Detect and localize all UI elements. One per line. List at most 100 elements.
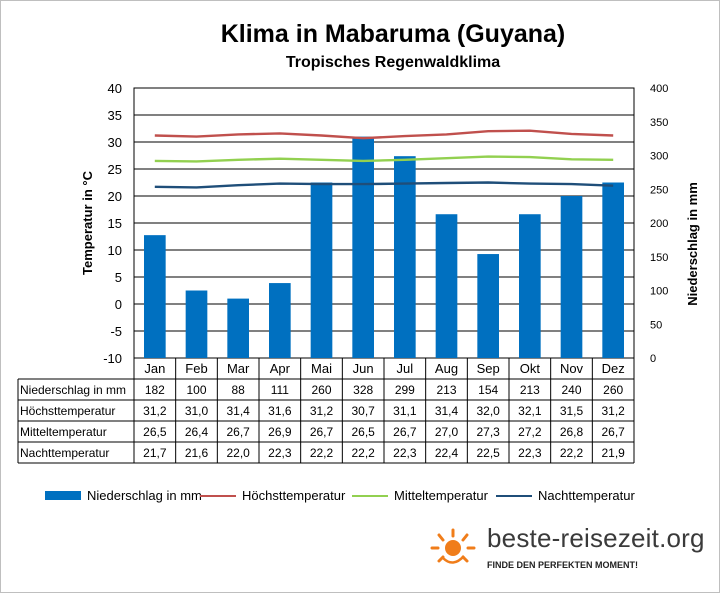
x-tick-label: Mar bbox=[227, 361, 250, 376]
x-tick-label: Dez bbox=[602, 361, 625, 376]
y2-tick-label: 400 bbox=[650, 83, 668, 95]
table-cell: 27,2 bbox=[518, 425, 542, 439]
legend-item-precip: Niederschlag in mm bbox=[45, 488, 202, 503]
logo-text[interactable]: beste-reisezeit.org bbox=[487, 523, 705, 553]
table-cell: 260 bbox=[603, 383, 623, 397]
y-tick-label: 25 bbox=[108, 162, 122, 177]
mean-temp-line bbox=[154, 155, 614, 163]
y-tick-label: 30 bbox=[108, 135, 122, 150]
table-cell: 32,0 bbox=[476, 404, 500, 418]
y2-tick-label: 300 bbox=[650, 151, 668, 163]
table-cell: 31,2 bbox=[310, 404, 334, 418]
table-cell: 154 bbox=[478, 383, 498, 397]
x-tick-label: Sep bbox=[477, 361, 500, 376]
table-cell: 22,2 bbox=[560, 446, 584, 460]
bar-jul bbox=[394, 156, 416, 358]
table-cell: 26,8 bbox=[560, 425, 584, 439]
chart-subtitle: Tropisches Regenwaldklima bbox=[285, 54, 501, 71]
x-tick-label: Jul bbox=[397, 361, 414, 376]
table-cell: 213 bbox=[436, 383, 456, 397]
bar-sep bbox=[477, 254, 499, 358]
y-tick-label: 15 bbox=[108, 216, 122, 231]
table-cell: 31,5 bbox=[560, 404, 584, 418]
y2-tick-label: 50 bbox=[650, 319, 662, 331]
table-cell: 21,6 bbox=[185, 446, 209, 460]
table-cell: 26,5 bbox=[143, 425, 167, 439]
table-cell: 260 bbox=[311, 383, 331, 397]
x-tick-label: Okt bbox=[520, 361, 541, 376]
table-cell: 22,2 bbox=[310, 446, 334, 460]
table-cell: 31,2 bbox=[143, 404, 167, 418]
legend-item-mean: Mitteltemperatur bbox=[352, 488, 488, 503]
table-cell: 30,7 bbox=[351, 404, 375, 418]
bar-apr bbox=[269, 283, 291, 358]
table-cell: 26,7 bbox=[226, 425, 250, 439]
logo-tagline: FINDE DEN PERFEKTEN MOMENT! bbox=[487, 560, 639, 570]
y2-tick-label: 100 bbox=[650, 286, 668, 298]
legend-label-mean: Mitteltemperatur bbox=[394, 488, 488, 503]
table-cell: 31,4 bbox=[435, 404, 459, 418]
x-tick-label: Mai bbox=[311, 361, 332, 376]
table-cell: 21,7 bbox=[143, 446, 167, 460]
table-cell: 26,9 bbox=[268, 425, 292, 439]
table-row-header: Nachttemperatur bbox=[20, 446, 109, 460]
table-cell: 26,7 bbox=[310, 425, 334, 439]
table-cell: 22,3 bbox=[268, 446, 292, 460]
bar-jun bbox=[352, 136, 374, 358]
y-tick-label: 5 bbox=[115, 270, 122, 285]
table-cell: 111 bbox=[271, 383, 290, 397]
table-cell: 26,7 bbox=[393, 425, 417, 439]
y2-tick-label: 350 bbox=[650, 117, 668, 129]
legend-swatch-mean bbox=[352, 494, 388, 497]
table-cell: 22,0 bbox=[226, 446, 250, 460]
legend-swatch-low bbox=[496, 494, 532, 497]
table-cell: 88 bbox=[231, 383, 245, 397]
legend-item-high: Höchsttemperatur bbox=[200, 488, 345, 503]
table-cell: 31,4 bbox=[226, 404, 250, 418]
y-tick-label: -10 bbox=[103, 351, 122, 366]
table-cell: 22,3 bbox=[518, 446, 542, 460]
table-cell: 26,5 bbox=[351, 425, 375, 439]
x-tick-label: Apr bbox=[270, 361, 291, 376]
high-temp-line bbox=[154, 129, 614, 140]
table-cell: 31,6 bbox=[268, 404, 292, 418]
x-tick-label: Nov bbox=[560, 361, 584, 376]
table-cell: 22,4 bbox=[435, 446, 459, 460]
y-axis-title: Temperatur in °C bbox=[80, 170, 95, 275]
y2-axis-title: Niederschlag in mm bbox=[685, 182, 700, 306]
table-row-header: Höchsttemperatur bbox=[20, 404, 115, 418]
chart-title: Klima in Mabaruma (Guyana) bbox=[220, 20, 566, 48]
x-tick-label: Aug bbox=[435, 361, 458, 376]
table-cell: 22,2 bbox=[351, 446, 375, 460]
table-cell: 22,5 bbox=[476, 446, 500, 460]
legend-label-high: Höchsttemperatur bbox=[242, 488, 346, 503]
legend-item-low: Nachttemperatur bbox=[496, 488, 635, 503]
table-cell: 21,9 bbox=[601, 446, 625, 460]
bar-feb bbox=[185, 290, 208, 358]
table-cell: 182 bbox=[145, 383, 165, 397]
table-cell: 31,1 bbox=[393, 404, 417, 418]
bar-jan bbox=[144, 235, 166, 358]
table-cell: 26,7 bbox=[601, 425, 625, 439]
y2-tick-label: 200 bbox=[650, 218, 668, 230]
table-cell: 31,0 bbox=[185, 404, 209, 418]
y-tick-label: -5 bbox=[110, 324, 122, 339]
bar-aug bbox=[435, 214, 458, 358]
table-cell: 22,3 bbox=[393, 446, 417, 460]
bar-okt bbox=[519, 214, 541, 358]
table-cell: 299 bbox=[395, 383, 415, 397]
bar-mar bbox=[227, 298, 249, 358]
table-row-header: Mitteltemperatur bbox=[20, 425, 107, 439]
table-cell: 32,1 bbox=[518, 404, 542, 418]
y-tick-label: 40 bbox=[108, 81, 122, 96]
table-cell: 31,2 bbox=[601, 404, 625, 418]
table-cell: 328 bbox=[353, 383, 373, 397]
bar-mai bbox=[310, 182, 333, 358]
y-tick-label: 10 bbox=[108, 243, 122, 258]
table-cell: 100 bbox=[186, 383, 206, 397]
legend-swatch-precip bbox=[45, 491, 81, 500]
low-temp-line bbox=[154, 181, 614, 189]
x-tick-label: Jun bbox=[353, 361, 374, 376]
bar-dez bbox=[602, 182, 624, 358]
